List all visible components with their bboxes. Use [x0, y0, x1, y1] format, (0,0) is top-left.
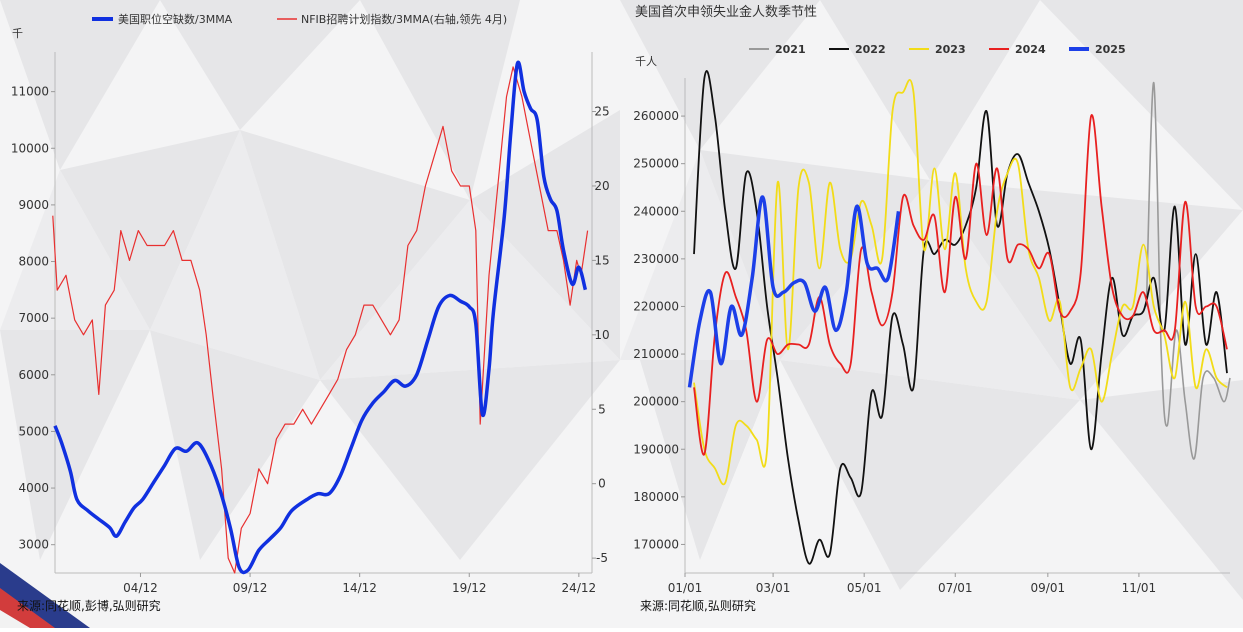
x-tick-label: 11/01 — [1122, 581, 1157, 595]
y-tick-label: 230000 — [633, 252, 679, 266]
y-tick-label: 200000 — [633, 395, 679, 409]
left-y-unit-label: 千 — [12, 27, 23, 40]
x-tick-label: 09/12 — [233, 581, 268, 595]
chart-legend-years: 2021 2022 2023 2024 2025 — [749, 43, 1126, 56]
y-right-tick-label: 5 — [598, 402, 606, 416]
y-left-tick-label: 11000 — [11, 85, 49, 99]
x-tick-label: 09/01 — [1031, 581, 1066, 595]
y-right-tick-label: 20 — [594, 179, 609, 193]
y-tick-label: 210000 — [633, 347, 679, 361]
y-left-tick-label: 10000 — [11, 141, 49, 155]
series-line-2023 — [693, 79, 1228, 486]
x-tick-label: 03/01 — [756, 581, 791, 595]
x-tick-label: 24/12 — [562, 581, 597, 595]
right-y-unit-label: 千人 — [635, 55, 657, 68]
legend-label-2025: 2025 — [1095, 43, 1126, 56]
x-tick-label: 05/01 — [847, 581, 882, 595]
left-chart-series — [52, 60, 589, 575]
y-right-tick-label: 25 — [594, 105, 609, 119]
right-chart-axes: 170000 180000 190000 200000 210000 220000 2300… — [633, 78, 1230, 595]
source-note-right: 来源:同花顺,弘则研究 — [640, 599, 756, 613]
y-tick-label: 240000 — [633, 204, 679, 218]
job-openings-vs-nfib-chart: 美国职位空缺数/3MMA NFIB招聘计划指数/3MMA(右轴,领先 4月) 千… — [0, 0, 620, 628]
y-left-tick-label: 6000 — [18, 368, 49, 382]
y-tick-label: 170000 — [633, 537, 679, 551]
y-left-tick-label: 4000 — [18, 481, 49, 495]
x-tick-label: 04/12 — [123, 581, 158, 595]
legend-label-2023: 2023 — [935, 43, 966, 56]
series-line-nfib-hiring-plans — [52, 66, 589, 574]
y-right-tick-label: 0 — [598, 477, 606, 491]
chart-title: 美国首次申领失业金人数季节性 — [635, 4, 817, 20]
y-left-tick-label: 5000 — [18, 424, 49, 438]
jobless-claims-seasonality-chart: 美国首次申领失业金人数季节性 千人 2021 2022 2023 2024 2025 1… — [625, 0, 1243, 628]
series-line-2025 — [687, 195, 901, 388]
series-line-job-openings — [53, 60, 588, 575]
job-openings-chart-canvas: 美国职位空缺数/3MMA NFIB招聘计划指数/3MMA(右轴,领先 4月) 千… — [11, 12, 610, 595]
chart-legend: 美国职位空缺数/3MMA NFIB招聘计划指数/3MMA(右轴,领先 4月) — [92, 12, 507, 26]
y-left-tick-label: 8000 — [18, 255, 49, 269]
legend-label-nfib: NFIB招聘计划指数/3MMA(右轴,领先 4月) — [301, 12, 507, 26]
legend-label-2021: 2021 — [775, 43, 806, 56]
y-left-tick-label: 3000 — [18, 538, 49, 552]
y-tick-label: 220000 — [633, 299, 679, 313]
y-right-tick-label: -5 — [596, 551, 608, 565]
legend-label-job-openings: 美国职位空缺数/3MMA — [118, 12, 233, 26]
y-tick-label: 250000 — [633, 157, 679, 171]
y-tick-label: 260000 — [633, 109, 679, 123]
series-line-2022 — [693, 70, 1228, 565]
legend-label-2022: 2022 — [855, 43, 886, 56]
series-line-2021 — [1145, 81, 1231, 460]
x-tick-label: 01/01 — [668, 581, 703, 595]
y-tick-label: 180000 — [633, 490, 679, 504]
left-chart-axes: 3000 4000 5000 6000 7000 8000 9000 10000 11000 -5… — [11, 52, 610, 595]
y-left-tick-label: 7000 — [18, 311, 49, 325]
right-chart-series — [687, 70, 1231, 565]
y-right-tick-label: 15 — [594, 253, 609, 267]
x-tick-label: 14/12 — [342, 581, 377, 595]
y-left-tick-label: 9000 — [18, 198, 49, 212]
x-tick-label: 07/01 — [938, 581, 973, 595]
legend-label-2024: 2024 — [1015, 43, 1046, 56]
jobless-claims-chart-canvas: 美国首次申领失业金人数季节性 千人 2021 2022 2023 2024 2025 1… — [633, 4, 1231, 595]
y-right-tick-label: 10 — [594, 328, 609, 342]
source-note-left: 来源:同花顺,彭博,弘则研究 — [17, 599, 161, 613]
y-tick-label: 190000 — [633, 442, 679, 456]
series-line-2024 — [693, 114, 1228, 456]
x-tick-label: 19/12 — [452, 581, 487, 595]
